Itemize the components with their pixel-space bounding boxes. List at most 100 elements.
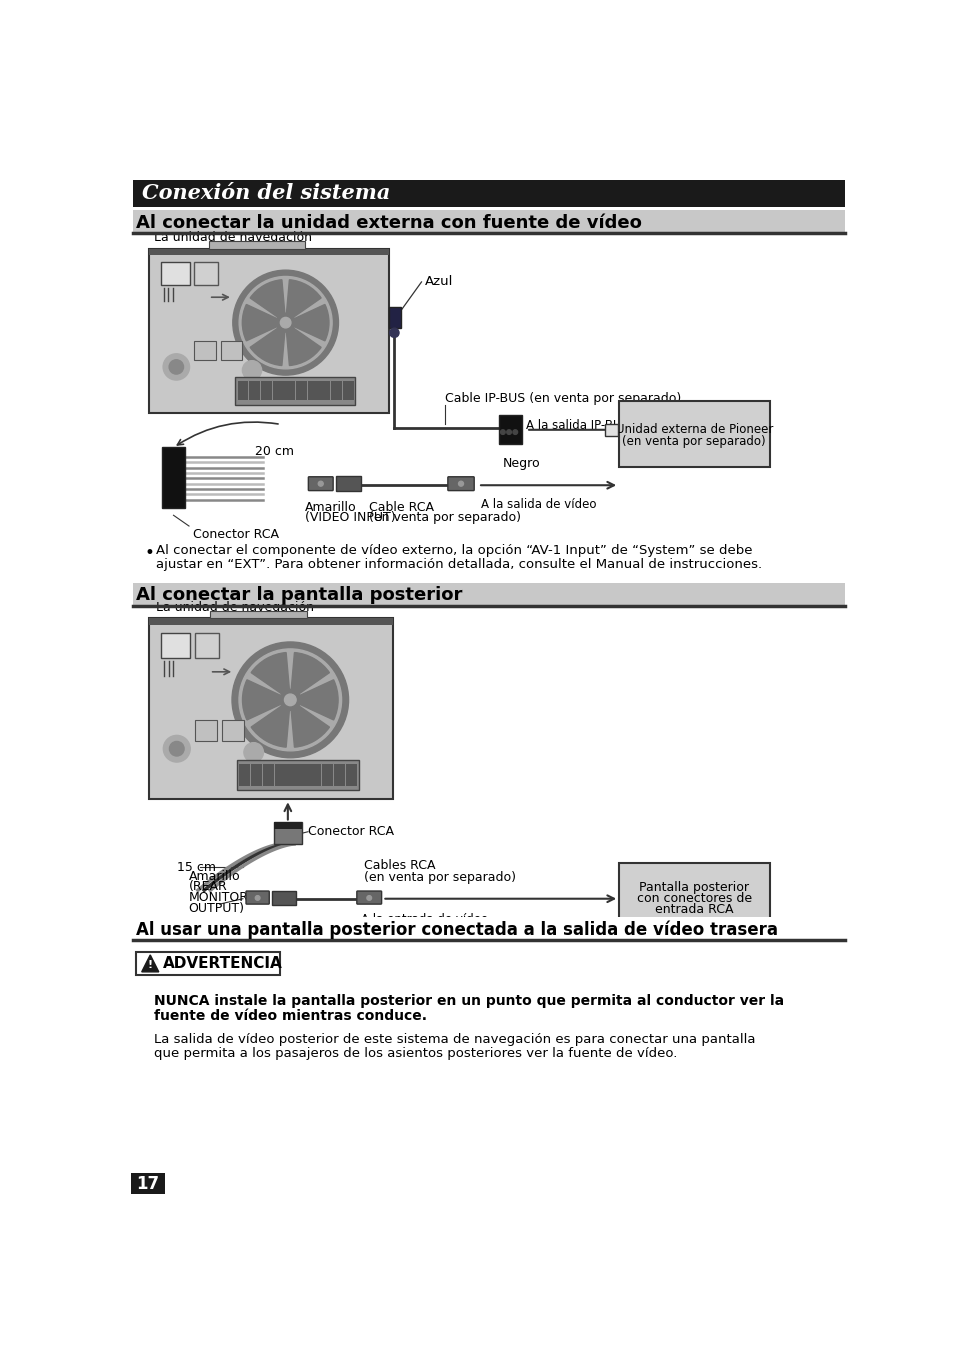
Text: 15 cm: 15 cm xyxy=(177,860,215,874)
Polygon shape xyxy=(142,955,158,972)
FancyBboxPatch shape xyxy=(149,249,389,413)
Text: Conexión del sistema: Conexión del sistema xyxy=(142,183,391,203)
FancyBboxPatch shape xyxy=(498,415,521,444)
Circle shape xyxy=(513,430,517,435)
Circle shape xyxy=(170,741,184,756)
Text: NUNCA instale la pantalla posterior en un punto que permita al conductor ver la: NUNCA instale la pantalla posterior en u… xyxy=(154,995,783,1008)
FancyBboxPatch shape xyxy=(162,447,185,508)
Text: !: ! xyxy=(148,959,152,970)
Circle shape xyxy=(233,270,338,375)
Circle shape xyxy=(244,743,263,762)
FancyBboxPatch shape xyxy=(389,306,400,328)
Text: (en venta por separado): (en venta por separado) xyxy=(363,871,516,883)
Text: Al conectar la pantalla posterior: Al conectar la pantalla posterior xyxy=(136,587,462,604)
FancyBboxPatch shape xyxy=(133,583,843,606)
FancyBboxPatch shape xyxy=(356,892,381,904)
FancyBboxPatch shape xyxy=(236,760,358,790)
FancyBboxPatch shape xyxy=(149,618,393,799)
FancyBboxPatch shape xyxy=(319,381,330,401)
Wedge shape xyxy=(251,701,290,747)
FancyBboxPatch shape xyxy=(310,764,321,786)
Text: (en venta por separado): (en venta por separado) xyxy=(622,435,765,449)
Text: Cable IP-BUS (en venta por separado): Cable IP-BUS (en venta por separado) xyxy=(444,392,680,405)
FancyBboxPatch shape xyxy=(194,262,218,285)
FancyBboxPatch shape xyxy=(194,633,219,659)
FancyBboxPatch shape xyxy=(249,381,260,401)
Wedge shape xyxy=(251,653,290,701)
FancyBboxPatch shape xyxy=(308,381,318,401)
Wedge shape xyxy=(250,279,285,322)
Circle shape xyxy=(284,694,295,706)
Text: (en venta por separado): (en venta por separado) xyxy=(369,511,520,524)
Circle shape xyxy=(169,360,183,374)
Text: ajustar en “EXT”. Para obtener información detallada, consulte el Manual de inst: ajustar en “EXT”. Para obtener informaci… xyxy=(155,558,761,570)
FancyBboxPatch shape xyxy=(274,822,301,844)
Wedge shape xyxy=(290,680,337,720)
Circle shape xyxy=(280,317,291,328)
FancyBboxPatch shape xyxy=(261,381,272,401)
FancyBboxPatch shape xyxy=(210,611,307,618)
FancyBboxPatch shape xyxy=(222,720,244,741)
Text: Cable RCA: Cable RCA xyxy=(369,501,434,515)
Circle shape xyxy=(390,328,398,337)
Wedge shape xyxy=(290,653,329,701)
FancyBboxPatch shape xyxy=(274,822,301,829)
FancyBboxPatch shape xyxy=(133,210,843,233)
FancyBboxPatch shape xyxy=(322,764,333,786)
FancyBboxPatch shape xyxy=(133,917,843,940)
Circle shape xyxy=(163,354,190,379)
Circle shape xyxy=(500,430,505,435)
Text: fuente de vídeo mientras conduce.: fuente de vídeo mientras conduce. xyxy=(154,1009,427,1023)
FancyBboxPatch shape xyxy=(194,340,215,360)
Text: Pantalla posterior: Pantalla posterior xyxy=(639,882,748,894)
Circle shape xyxy=(232,642,348,757)
Wedge shape xyxy=(242,305,285,341)
FancyBboxPatch shape xyxy=(262,764,274,786)
FancyBboxPatch shape xyxy=(298,764,309,786)
FancyBboxPatch shape xyxy=(149,249,389,255)
FancyBboxPatch shape xyxy=(136,951,279,976)
Text: Azul: Azul xyxy=(425,275,454,289)
Text: Conector RCA: Conector RCA xyxy=(193,528,278,542)
FancyBboxPatch shape xyxy=(308,477,333,491)
FancyBboxPatch shape xyxy=(251,764,262,786)
Circle shape xyxy=(239,276,332,369)
Text: La unidad de navegación: La unidad de navegación xyxy=(155,600,314,614)
FancyBboxPatch shape xyxy=(220,340,242,360)
Circle shape xyxy=(506,430,511,435)
Circle shape xyxy=(318,481,323,486)
FancyBboxPatch shape xyxy=(604,424,617,436)
Wedge shape xyxy=(242,680,290,720)
FancyBboxPatch shape xyxy=(342,381,354,401)
Circle shape xyxy=(255,896,259,900)
FancyBboxPatch shape xyxy=(246,892,269,904)
Text: 20 cm: 20 cm xyxy=(254,444,294,458)
Text: La salida de vídeo posterior de este sistema de navegación es para conectar una : La salida de vídeo posterior de este sis… xyxy=(154,1033,755,1046)
FancyBboxPatch shape xyxy=(160,262,190,285)
Circle shape xyxy=(275,313,294,332)
FancyBboxPatch shape xyxy=(194,720,217,741)
Text: MONITOR: MONITOR xyxy=(189,892,249,904)
Text: OUTPUT): OUTPUT) xyxy=(189,902,244,915)
FancyBboxPatch shape xyxy=(131,1173,165,1194)
FancyBboxPatch shape xyxy=(209,241,305,249)
Circle shape xyxy=(242,360,261,379)
Circle shape xyxy=(239,649,341,751)
FancyBboxPatch shape xyxy=(273,381,283,401)
Wedge shape xyxy=(290,701,329,747)
Text: La unidad de navegación: La unidad de navegación xyxy=(154,232,312,244)
FancyBboxPatch shape xyxy=(334,764,345,786)
Text: A la salida IP-BUS: A la salida IP-BUS xyxy=(525,419,628,432)
FancyBboxPatch shape xyxy=(284,381,294,401)
Text: A la salida de vídeo: A la salida de vídeo xyxy=(480,497,596,511)
FancyBboxPatch shape xyxy=(235,377,355,405)
FancyBboxPatch shape xyxy=(286,764,297,786)
FancyBboxPatch shape xyxy=(274,764,285,786)
Text: Al conectar el componente de vídeo externo, la opción “AV-1 Input” de “System” s: Al conectar el componente de vídeo exter… xyxy=(155,543,751,557)
Text: (REAR: (REAR xyxy=(189,881,227,893)
FancyBboxPatch shape xyxy=(618,401,769,466)
FancyBboxPatch shape xyxy=(161,633,190,659)
Text: Negro: Negro xyxy=(502,457,540,470)
FancyBboxPatch shape xyxy=(295,381,307,401)
Text: Al conectar la unidad externa con fuente de vídeo: Al conectar la unidad externa con fuente… xyxy=(136,214,641,233)
